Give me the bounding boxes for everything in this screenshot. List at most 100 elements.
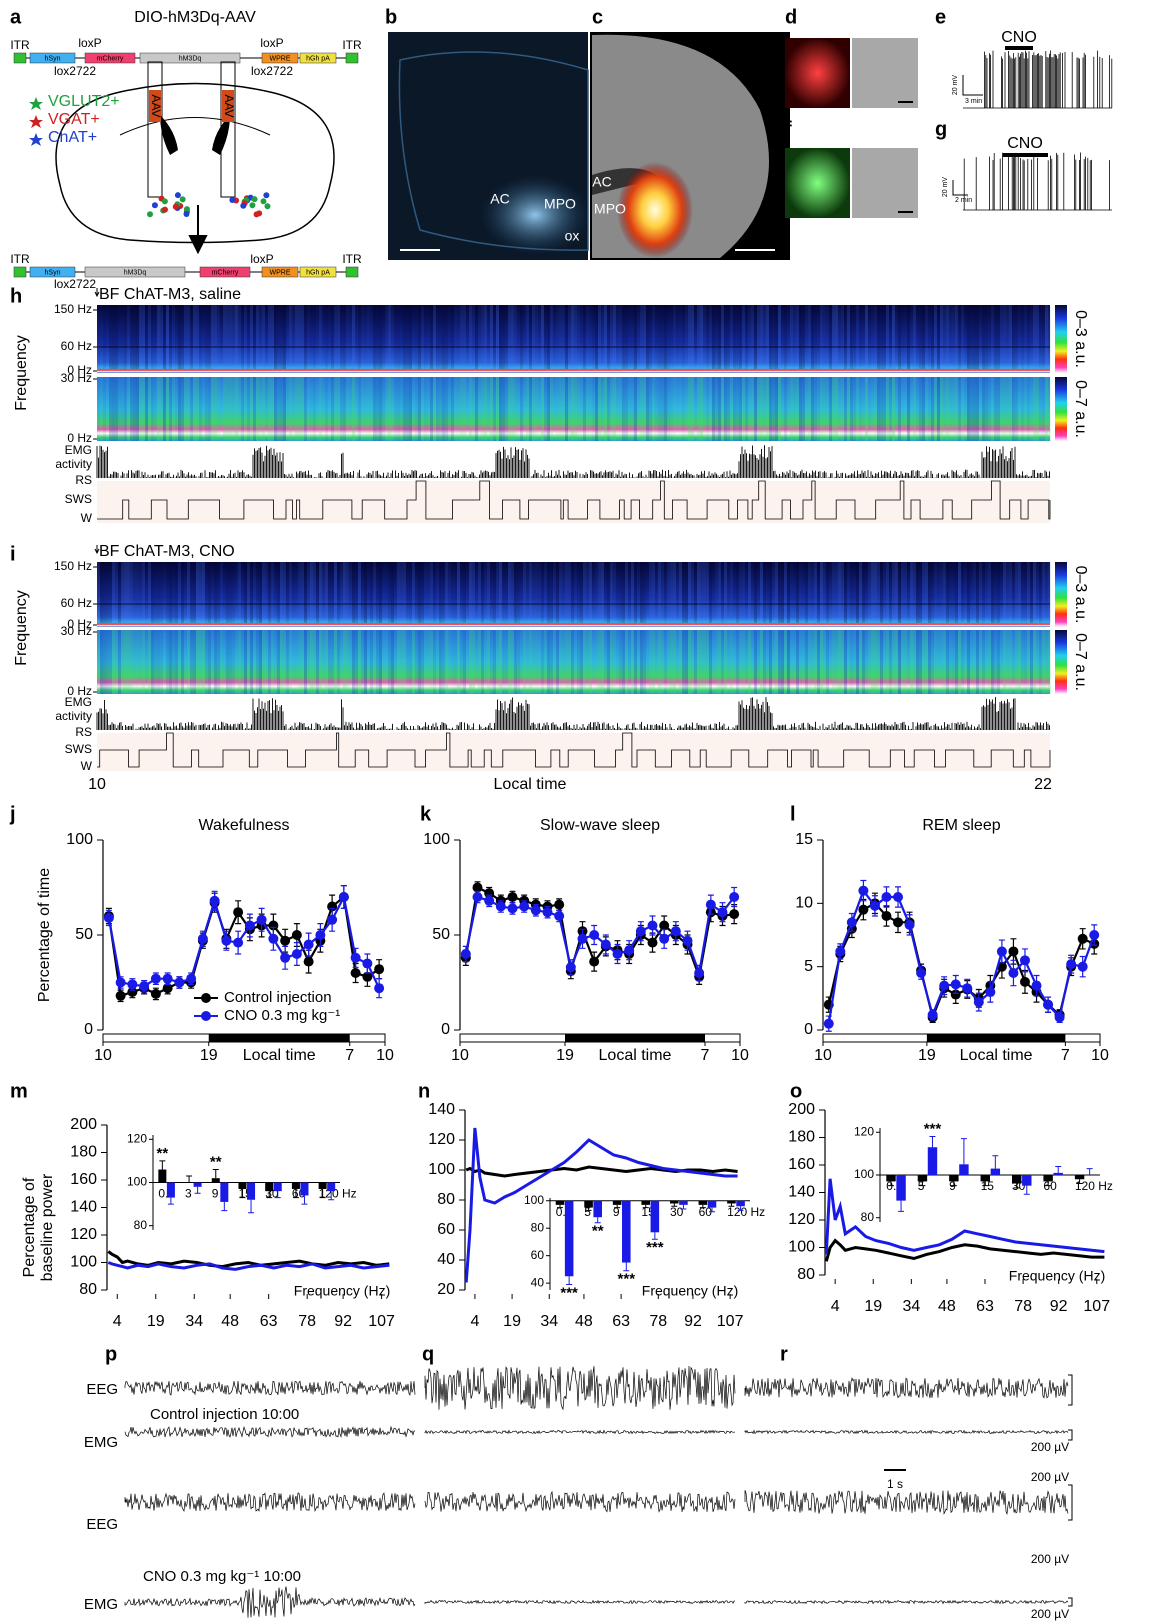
bar bbox=[273, 1182, 282, 1192]
panel-letter: h bbox=[10, 285, 22, 307]
spectrogram-texture bbox=[436, 562, 439, 623]
spectrogram-texture bbox=[226, 562, 229, 623]
spectrogram-texture bbox=[157, 630, 160, 694]
data-point bbox=[600, 939, 611, 950]
spectrogram-texture bbox=[922, 377, 925, 441]
spectrogram-texture bbox=[964, 630, 967, 694]
spectrogram-texture bbox=[715, 377, 718, 441]
spectrogram-texture bbox=[625, 377, 628, 441]
x-tick-label: 7 bbox=[1061, 1047, 1070, 1064]
spectrogram-texture bbox=[301, 377, 304, 441]
spectrogram-texture bbox=[175, 630, 178, 694]
spectrogram-texture bbox=[784, 630, 787, 694]
spectrogram-texture bbox=[547, 377, 550, 441]
colorbar bbox=[1055, 630, 1067, 694]
spectrogram-texture bbox=[913, 562, 916, 623]
data-point bbox=[115, 990, 126, 1001]
spectrogram-texture bbox=[118, 630, 121, 694]
spectrogram-texture bbox=[283, 562, 286, 623]
spectrogram-texture bbox=[907, 305, 910, 369]
spectrogram-texture bbox=[781, 305, 784, 369]
spectrogram-texture bbox=[1024, 562, 1027, 623]
scale-label: 200 µV bbox=[1031, 1607, 1069, 1621]
spectrogram-texture bbox=[322, 305, 325, 369]
spectrogram-texture bbox=[601, 377, 604, 441]
bar bbox=[990, 1168, 1001, 1175]
aav-label: AAV bbox=[149, 94, 163, 117]
data-point bbox=[150, 988, 161, 999]
spectrogram-texture bbox=[1018, 630, 1021, 694]
data-point bbox=[554, 911, 565, 921]
spectrogram-texture bbox=[100, 630, 103, 694]
spectrogram-texture bbox=[259, 305, 262, 369]
spectrogram-texture bbox=[160, 305, 163, 369]
spectrogram-texture bbox=[307, 630, 310, 694]
spectrogram-texture bbox=[706, 305, 709, 369]
spectrogram-texture bbox=[952, 305, 955, 369]
spectrogram-texture bbox=[661, 377, 664, 441]
spectrogram-texture bbox=[535, 305, 538, 369]
scale-bracket bbox=[1068, 1597, 1073, 1607]
x-axis-label: Frequency (Hz) bbox=[1009, 1268, 1105, 1284]
spectrogram-texture bbox=[499, 305, 502, 369]
y-tick-label: 0 bbox=[441, 1021, 450, 1038]
bar bbox=[622, 1200, 631, 1263]
y-tick-label: 20 bbox=[437, 1281, 455, 1298]
spectrogram-texture bbox=[238, 305, 241, 369]
spectrogram-texture bbox=[589, 305, 592, 369]
y-tick-label: 180 bbox=[788, 1129, 815, 1146]
spectrogram-texture bbox=[640, 305, 643, 369]
data-point bbox=[670, 926, 681, 937]
spectrogram-texture bbox=[895, 630, 898, 694]
spectrogram-texture bbox=[841, 305, 844, 369]
spectrogram-texture bbox=[349, 562, 352, 623]
error-bar bbox=[1055, 1165, 1062, 1173]
spectrogram-texture bbox=[262, 377, 265, 441]
spectrogram-texture bbox=[910, 305, 913, 369]
spectrogram-texture bbox=[142, 305, 145, 369]
spectrogram-texture bbox=[457, 305, 460, 369]
spectrogram-texture bbox=[565, 305, 568, 369]
data-point bbox=[624, 945, 635, 956]
spectrogram-texture bbox=[772, 630, 775, 694]
y-tick-label: 100 bbox=[127, 1175, 147, 1189]
spectrogram-texture bbox=[1039, 305, 1042, 369]
bar bbox=[927, 1147, 938, 1175]
spectrogram-texture bbox=[808, 305, 811, 369]
spectrogram-texture bbox=[943, 630, 946, 694]
spectrogram-texture bbox=[781, 562, 784, 623]
spectrogram-texture bbox=[136, 630, 139, 694]
spectrogram-texture bbox=[721, 630, 724, 694]
spectrogram-texture bbox=[412, 562, 415, 623]
spectrogram-texture bbox=[370, 377, 373, 441]
spectrogram-texture bbox=[688, 562, 691, 623]
series-line bbox=[827, 888, 1096, 1024]
spectrogram-texture bbox=[124, 305, 127, 369]
spectrogram-texture bbox=[502, 305, 505, 369]
spectrogram-texture bbox=[586, 562, 589, 623]
spectrogram-texture bbox=[820, 305, 823, 369]
scale-label: 2 min bbox=[955, 197, 972, 204]
bar bbox=[959, 1164, 969, 1175]
spectrogram-texture bbox=[307, 305, 310, 369]
spectrogram-texture bbox=[400, 305, 403, 369]
spectrogram-texture bbox=[430, 377, 433, 441]
spectrogram-texture bbox=[733, 377, 736, 441]
error-bar bbox=[1086, 1168, 1093, 1175]
spectrogram-texture bbox=[742, 562, 745, 623]
spectrogram-texture bbox=[244, 377, 247, 441]
spectrogram-texture bbox=[163, 377, 166, 441]
spectrogram-texture bbox=[259, 562, 262, 623]
spectrogram-texture bbox=[826, 377, 829, 441]
spectrogram-texture bbox=[499, 562, 502, 623]
spectrogram-texture bbox=[628, 377, 631, 441]
spectrogram-texture bbox=[694, 377, 697, 441]
gene-box bbox=[345, 266, 359, 278]
y-tick-label: 120 bbox=[854, 1124, 874, 1138]
data-point bbox=[519, 901, 530, 912]
x-axis-label: Local time bbox=[599, 1047, 672, 1064]
spectrogram-texture bbox=[109, 630, 112, 694]
aav-label: AAV bbox=[222, 94, 236, 117]
spectrogram-texture bbox=[757, 630, 760, 694]
spectrogram-texture bbox=[511, 562, 514, 623]
